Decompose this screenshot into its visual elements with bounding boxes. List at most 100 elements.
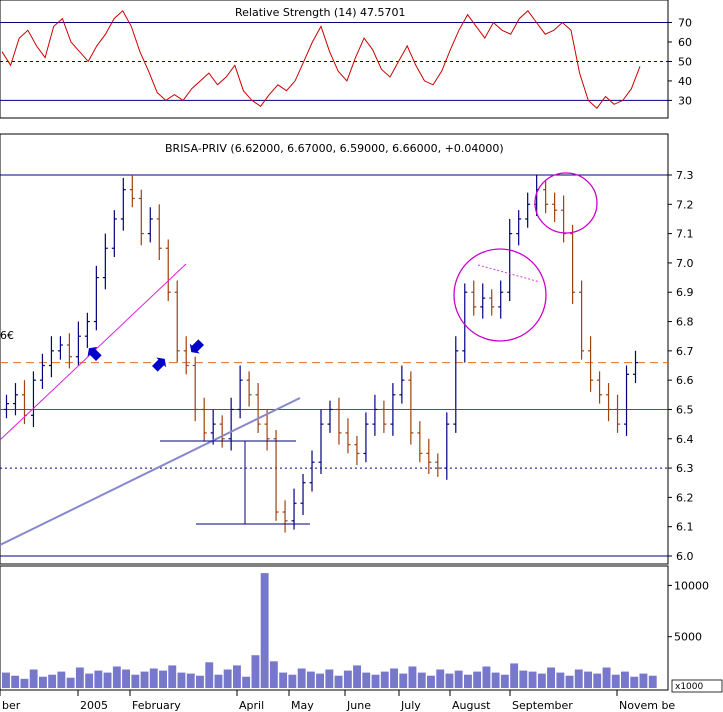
volume-bar — [94, 670, 103, 688]
volume-bar — [500, 674, 509, 688]
volume-bar — [325, 669, 334, 688]
rsi-panel-frame — [0, 0, 669, 119]
volume-bar — [279, 672, 288, 688]
x-tick-label: April — [239, 699, 264, 712]
volume-bar — [427, 675, 435, 688]
pattern-dotted-line — [477, 264, 541, 283]
volume-bar — [288, 674, 297, 688]
x-tick-label: February — [132, 699, 181, 712]
volume-bar — [537, 673, 546, 688]
volume-bar — [353, 665, 361, 688]
rsi-tick-label: 50 — [678, 55, 692, 68]
x-tick-label: July — [400, 699, 421, 712]
volume-bar — [103, 672, 112, 688]
volume-bar — [621, 671, 629, 688]
volume-bar — [510, 663, 519, 688]
volume-bar — [242, 676, 251, 688]
volume-bar — [149, 668, 158, 688]
volume-bar — [122, 669, 130, 688]
rsi-tick-label: 40 — [678, 75, 692, 88]
volume-bar — [223, 669, 232, 688]
volume-tick-label: 5000 — [674, 631, 702, 644]
volume-bar — [11, 675, 20, 688]
rsi-tick-label: 30 — [678, 94, 692, 107]
volume-bar — [464, 674, 472, 688]
price-tick-label: 6.2 — [676, 491, 694, 504]
x-tick-label: August — [452, 699, 491, 712]
price-tick-label: 6.7 — [676, 345, 694, 358]
volume-bar — [528, 671, 537, 688]
arrow-up-left-1 — [87, 346, 102, 361]
price-tick-label: 6.9 — [676, 286, 694, 299]
volume-bar — [168, 665, 177, 688]
price-tick-label: 6.6 — [676, 374, 694, 387]
arrow-up-right — [152, 357, 167, 372]
volume-bar — [260, 573, 269, 688]
volume-bar — [574, 669, 583, 688]
price-layer — [0, 174, 668, 557]
rsi-y-axis: 30 40 50 60 70 — [668, 16, 692, 107]
pattern-circle — [453, 248, 547, 342]
price-y-axis: 6.0 6.1 6.2 6.3 6.4 6.5 6.6 6.7 6.8 6.9 7.0 7.1 7.2 7… — [668, 169, 694, 563]
volume-bar — [380, 671, 389, 688]
volume-bar — [131, 674, 140, 688]
rsi-tick-label: 70 — [678, 16, 692, 29]
volume-bar — [556, 672, 565, 688]
price-tick-label: 6.1 — [676, 521, 694, 534]
price-tick-label: 6.0 — [676, 550, 694, 563]
price-title: BRISA-PRIV (6.62000, 6.67000, 6.59000, 6… — [165, 142, 504, 155]
price-tick-label: 7.3 — [676, 169, 694, 182]
volume-panel-frame — [0, 565, 669, 691]
volume-bar — [390, 668, 398, 688]
price-tick-label: 6.3 — [676, 462, 694, 475]
volume-bar — [316, 673, 324, 688]
volume-bar — [297, 668, 306, 688]
x-axis: ber 2005 February April May June July August Sep… — [0, 690, 675, 712]
volume-y-axis: 5000 10000 — [668, 579, 709, 644]
price-tick-label: 7.2 — [676, 198, 694, 211]
volume-bar — [547, 667, 555, 688]
volume-bar — [648, 675, 657, 688]
rsi-tick-label: 60 — [678, 36, 692, 49]
x-tick-label: June — [346, 699, 371, 712]
volume-bar — [57, 671, 66, 688]
volume-bar — [408, 666, 417, 688]
volume-bar — [75, 667, 84, 688]
volume-bar — [205, 662, 214, 688]
volume-bar — [186, 673, 195, 688]
volume-bar — [20, 678, 29, 688]
volume-bar — [214, 674, 223, 688]
price-tick-label: 7.1 — [676, 228, 694, 241]
annotations-layer — [0, 172, 598, 546]
volume-bar — [39, 676, 47, 688]
volume-bar — [602, 667, 611, 688]
rsi-line — [1, 10, 641, 109]
volume-bar — [436, 669, 445, 688]
volume-bar — [269, 661, 278, 688]
volume-bar — [371, 674, 380, 688]
volume-bar — [2, 672, 10, 688]
volume-bar — [306, 671, 315, 688]
volume-bar — [611, 674, 620, 688]
volume-tick-label: 10000 — [674, 579, 709, 592]
volume-bar — [473, 671, 482, 688]
volume-bar — [140, 671, 149, 688]
volume-bar — [343, 670, 352, 688]
volume-bar — [362, 672, 371, 688]
rsi-title: Relative Strength (14) 47.5701 — [235, 6, 406, 19]
volume-bar — [334, 675, 343, 688]
price-tick-label: 6.8 — [676, 316, 694, 329]
volume-bar — [251, 655, 260, 688]
volume-bar — [196, 675, 204, 688]
price-tick-label: 6.5 — [676, 403, 694, 416]
volume-bar — [159, 670, 167, 688]
volume-bar — [112, 666, 121, 688]
volume-bar — [417, 672, 426, 688]
left-edge-label: 6€ — [0, 329, 14, 342]
price-panel-frame — [0, 133, 669, 565]
volume-unit-box — [671, 679, 723, 693]
volume-layer — [2, 573, 657, 688]
x-tick-label: 2005 — [80, 699, 108, 712]
volume-bar — [491, 672, 500, 688]
